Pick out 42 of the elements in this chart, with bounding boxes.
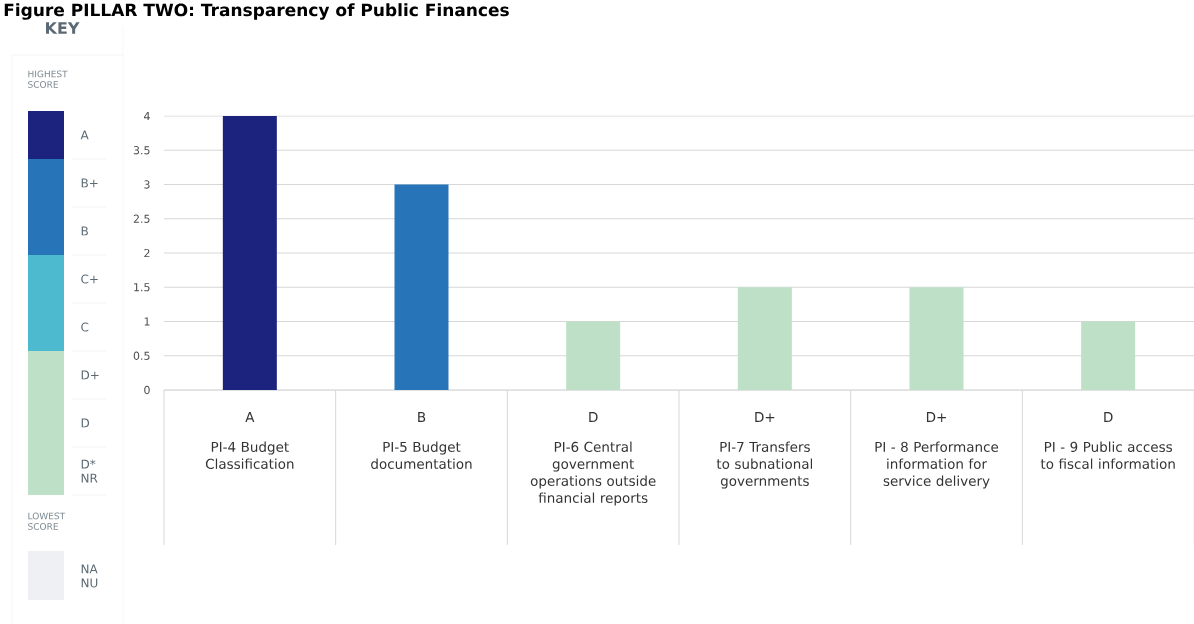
text: LOWEST SCORE — [28, 512, 66, 530]
x-tick-label: PI - 9 Public access to fiscal information — [1040, 441, 1175, 469]
bar — [566, 321, 621, 390]
text: B+ — [81, 178, 98, 188]
text: D* — [81, 459, 96, 469]
bar — [1081, 321, 1136, 390]
data-label: B — [418, 412, 426, 422]
y-tick-label: 3.5 — [133, 146, 150, 155]
text: C — [81, 322, 89, 332]
text: NA — [81, 564, 98, 574]
text: C+ — [81, 274, 98, 284]
y-tick-label: 1.5 — [134, 283, 150, 292]
text: NU — [81, 578, 98, 588]
x-tick-label: PI - 8 Performance information for service delivery — [875, 441, 999, 489]
bar — [394, 184, 449, 390]
bar — [909, 287, 964, 390]
text: D+ — [81, 370, 99, 380]
y-tick-label: 2.5 — [133, 214, 150, 223]
text: D — [81, 418, 90, 428]
x-tick-label: PI-5 Budget documentation — [371, 441, 472, 469]
x-tick-label: PI-4 Budget Classification — [205, 441, 294, 469]
y-tick-label: 3 — [144, 180, 150, 189]
y-tick-label: 4 — [144, 111, 150, 121]
data-label: D+ — [755, 412, 775, 422]
bar — [222, 116, 277, 390]
text: HIGHEST SCORE — [28, 70, 68, 88]
bar — [737, 287, 792, 390]
text: B — [81, 226, 88, 236]
x-tick-label: PI-7 Transfers to subnational governments — [716, 441, 813, 489]
data-label: D — [589, 412, 598, 422]
y-tick-label: 2 — [144, 248, 150, 258]
y-tick-label: 1 — [144, 317, 150, 326]
data-label: D — [1104, 412, 1113, 422]
x-tick-label: PI-6 Central government operations outside financial reports — [530, 441, 656, 506]
y-tick-label: 0.5 — [133, 351, 150, 360]
text: A — [80, 130, 89, 140]
text: NR — [81, 473, 98, 483]
data-label: D+ — [926, 412, 946, 422]
y-tick-label: 0 — [144, 385, 150, 395]
data-label: A — [245, 412, 255, 422]
chart-title: Figure PILLAR TWO: Transparency of Public Finances — [4, 3, 509, 20]
text: KEY — [46, 22, 80, 34]
